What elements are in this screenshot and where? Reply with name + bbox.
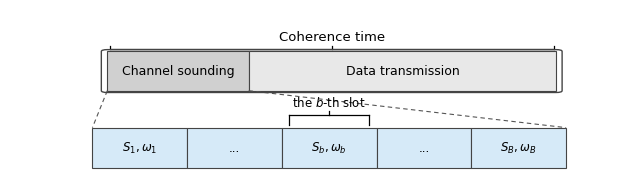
Bar — [249, 51, 556, 91]
Text: the $b$-th slot: the $b$-th slot — [292, 96, 366, 110]
Text: Channel sounding: Channel sounding — [122, 64, 234, 78]
Text: Coherence time: Coherence time — [278, 31, 385, 44]
Bar — [282, 128, 376, 168]
Bar — [92, 128, 187, 168]
Bar — [187, 128, 282, 168]
Text: $S_b, \omega_b$: $S_b, \omega_b$ — [312, 141, 347, 156]
Text: Data transmission: Data transmission — [346, 64, 460, 78]
Text: $S_1, \omega_1$: $S_1, \omega_1$ — [122, 141, 157, 156]
Bar — [108, 51, 249, 91]
Text: $S_B, \omega_B$: $S_B, \omega_B$ — [500, 141, 537, 156]
Bar — [471, 128, 566, 168]
Text: ...: ... — [229, 142, 240, 154]
Text: ...: ... — [419, 142, 429, 154]
Bar — [376, 128, 471, 168]
